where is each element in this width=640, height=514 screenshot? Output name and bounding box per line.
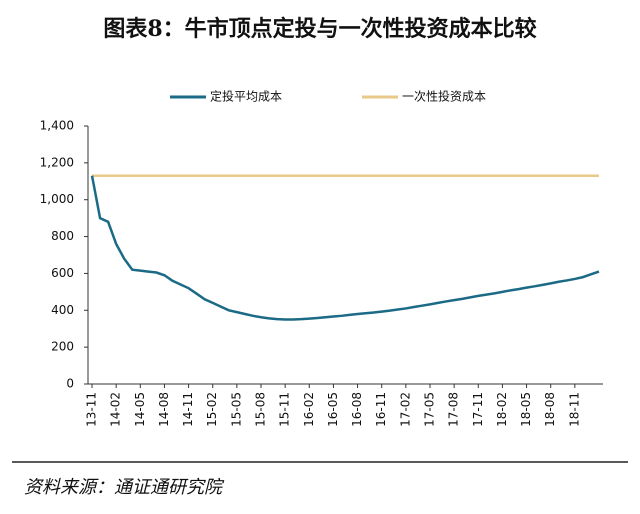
x-tick-label: 18-05 [519,392,533,427]
x-tick-label: 16-08 [350,392,364,427]
x-tick-label: 15-02 [205,392,219,427]
series-line [90,175,600,321]
x-tick-label: 18-08 [543,392,557,427]
x-tick-label: 17-08 [447,392,461,427]
y-tick-label: 1,400 [40,119,74,133]
x-tick-label: 14-11 [181,392,195,427]
y-tick-label: 400 [51,303,74,317]
y-tick-label: 0 [66,377,74,391]
x-tick-label: 14-05 [133,392,147,427]
y-tick-label: 600 [51,266,74,280]
x-tick-label: 18-02 [495,392,509,427]
x-tick-label: 17-02 [398,392,412,427]
x-tick-label: 17-05 [422,392,436,427]
y-tick-label: 200 [51,340,74,354]
chart-title: 图表8：牛市顶点定投与一次性投资成本比较 [103,16,536,42]
x-tick-label: 15-05 [229,392,243,427]
x-tick-label: 13-11 [85,392,99,427]
x-tick-label: 18-11 [567,392,581,427]
x-tick-label: 15-08 [254,392,268,427]
legend-label: 一次性投资成本 [402,89,486,104]
source: 资料来源：通证通研究院 [24,477,225,498]
x-tick-label: 15-11 [278,392,292,427]
x-tick-label: 14-08 [157,392,171,427]
y-tick-label: 800 [51,229,74,243]
y-tick-label: 1,200 [40,155,74,169]
x-tick-label: 16-02 [302,392,316,427]
legend-label: 定投平均成本 [210,89,282,104]
x-tick-label: 14-02 [109,392,123,427]
y-tick-label: 1,000 [40,192,74,206]
x-tick-label: 16-11 [374,392,388,427]
x-tick-label: 17-11 [471,392,485,427]
x-tick-label: 16-05 [326,392,340,427]
